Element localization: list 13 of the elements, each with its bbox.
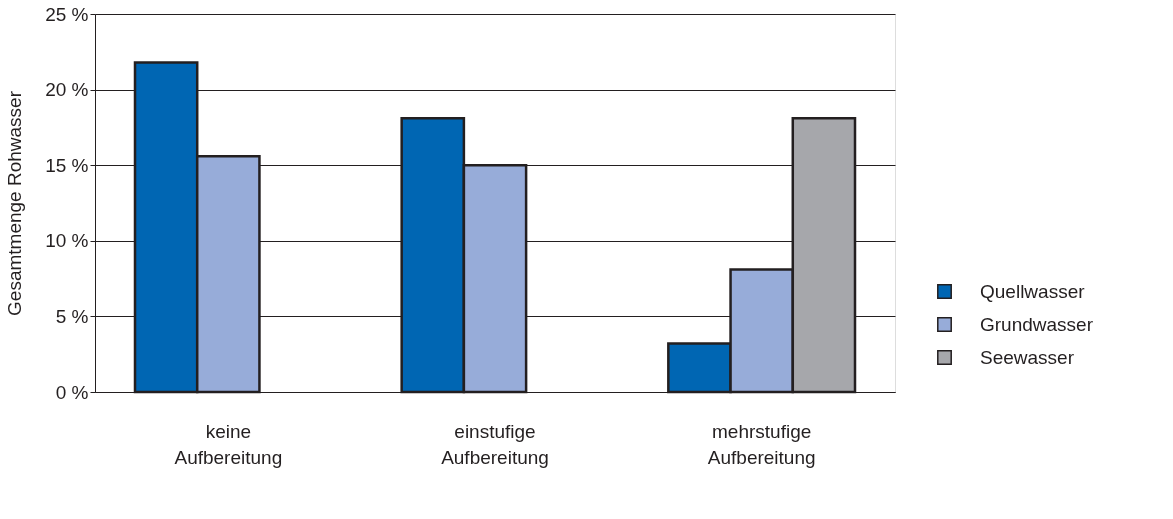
y-tick-label: 15 % (45, 154, 89, 176)
y-axis-title: Gesamtmenge Rohwasser (4, 90, 26, 316)
x-tick-label: mehrstufige Aufbereitung (707, 420, 816, 468)
x-tick-label: keine Aufbereitung (174, 420, 283, 468)
x-tick-label: einstufige Aufbereitung (441, 420, 549, 468)
y-tick-label: 25 % (45, 3, 89, 25)
y-tick-label: 20 % (45, 79, 89, 101)
legend-label: Quellwasser (980, 280, 1086, 302)
legend-label: Grundwasser (980, 313, 1094, 335)
y-tick-label: 0 % (55, 381, 89, 403)
legend-label: Seewasser (980, 346, 1075, 368)
y-tick-label: 10 % (45, 230, 89, 252)
y-tick-label: 5 % (55, 305, 89, 327)
